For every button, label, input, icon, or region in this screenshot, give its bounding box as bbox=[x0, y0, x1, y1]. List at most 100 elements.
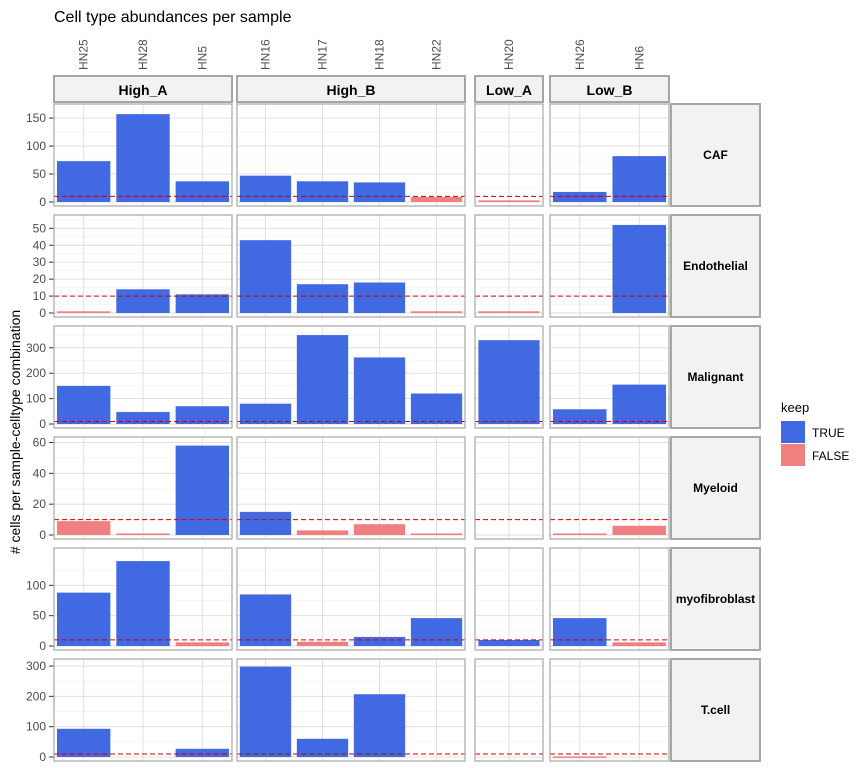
y-tick-Endothelial-50: 50 bbox=[33, 221, 47, 235]
strip-label-Malignant: Malignant bbox=[688, 370, 744, 384]
bar-myofibroblast-HN16 bbox=[239, 594, 292, 646]
strip-T.cell bbox=[670, 658, 761, 762]
bar-myofibroblast-HN18 bbox=[353, 636, 406, 646]
bar-Myeloid-HN18 bbox=[353, 524, 406, 535]
y-tick-T.cell-0: 0 bbox=[39, 750, 46, 764]
bar-CAF-HN28 bbox=[116, 114, 170, 202]
y-tick-myofibroblast-0: 0 bbox=[39, 639, 46, 653]
bar-Myeloid-HN6 bbox=[612, 525, 667, 535]
panel-bg bbox=[550, 659, 669, 761]
bar-Endothelial-HN6 bbox=[612, 224, 667, 313]
bar-myofibroblast-HN20 bbox=[478, 639, 540, 646]
strip-label-T.cell: T.cell bbox=[701, 703, 730, 717]
strip-label-Low_B: Low_B bbox=[587, 82, 633, 98]
bar-CAF-HN25 bbox=[56, 161, 111, 202]
legend-swatch-true bbox=[781, 421, 805, 443]
y-tick-Endothelial-10: 10 bbox=[33, 289, 47, 303]
y-tick-Myeloid-20: 20 bbox=[33, 497, 47, 511]
x-tick-HN25: HN25 bbox=[77, 39, 91, 70]
panel-border-Malignant-High_B bbox=[236, 325, 466, 429]
x-tick-HN28: HN28 bbox=[136, 39, 150, 70]
y-tick-Myeloid-0: 0 bbox=[39, 528, 46, 542]
y-tick-Malignant-200: 200 bbox=[26, 366, 46, 380]
strip-CAF bbox=[670, 103, 761, 207]
bar-myofibroblast-HN28 bbox=[116, 561, 170, 646]
y-tick-Malignant-300: 300 bbox=[26, 341, 46, 355]
bar-Myeloid-HN26 bbox=[552, 533, 607, 535]
panel-border-T.cell-Low_B bbox=[549, 658, 670, 762]
bar-T.cell-HN16 bbox=[239, 666, 292, 757]
bar-Endothelial-HN18 bbox=[353, 282, 406, 313]
panel-border-Endothelial-High_A bbox=[53, 214, 233, 318]
strip-label-Endothelial: Endothelial bbox=[683, 259, 748, 273]
bar-CAF-HN26 bbox=[552, 191, 607, 202]
panel-bg bbox=[550, 437, 669, 539]
y-tick-Endothelial-30: 30 bbox=[33, 255, 47, 269]
legend-swatch-false bbox=[781, 444, 805, 466]
y-tick-T.cell-300: 300 bbox=[26, 659, 46, 673]
panel-border-T.cell-High_B bbox=[236, 658, 466, 762]
y-tick-Malignant-0: 0 bbox=[39, 417, 46, 431]
strip-label-High_A: High_A bbox=[119, 82, 168, 98]
y-tick-myofibroblast-50: 50 bbox=[33, 609, 47, 623]
bar-Malignant-HN6 bbox=[612, 384, 667, 424]
panel-border-myofibroblast-Low_B bbox=[549, 547, 670, 651]
bar-CAF-HN5 bbox=[175, 181, 230, 202]
bar-Malignant-HN26 bbox=[552, 409, 607, 424]
bar-Myeloid-HN16 bbox=[239, 511, 292, 535]
chart-title: Cell type abundances per sample bbox=[54, 9, 292, 26]
y-tick-CAF-50: 50 bbox=[33, 167, 47, 181]
panel-border-T.cell-Low_A bbox=[474, 658, 544, 762]
bar-Myeloid-HN28 bbox=[116, 533, 170, 535]
panel-border-myofibroblast-High_B bbox=[236, 547, 466, 651]
bar-Endothelial-HN5 bbox=[175, 294, 230, 313]
strip-label-myofibroblast: myofibroblast bbox=[676, 592, 755, 606]
panel-border-Malignant-High_A bbox=[53, 325, 233, 429]
bar-CAF-HN20 bbox=[478, 200, 540, 202]
bar-Endothelial-HN22 bbox=[410, 311, 463, 313]
bar-Malignant-HN22 bbox=[410, 393, 463, 424]
y-tick-Endothelial-20: 20 bbox=[33, 272, 47, 286]
bar-Myeloid-HN17 bbox=[296, 530, 349, 535]
x-tick-HN16: HN16 bbox=[259, 39, 273, 70]
y-tick-T.cell-200: 200 bbox=[26, 689, 46, 703]
panel-border-Endothelial-Low_B bbox=[549, 214, 670, 318]
legend: keep TRUE FALSE bbox=[781, 400, 849, 466]
bar-Malignant-HN18 bbox=[353, 357, 406, 424]
y-tick-CAF-0: 0 bbox=[39, 195, 46, 209]
bar-CAF-HN16 bbox=[239, 175, 292, 202]
bar-myofibroblast-HN25 bbox=[56, 592, 111, 646]
bar-Endothelial-HN25 bbox=[56, 311, 111, 313]
y-tick-Myeloid-60: 60 bbox=[33, 436, 47, 450]
bar-Malignant-HN25 bbox=[56, 385, 111, 424]
bar-myofibroblast-HN6 bbox=[612, 642, 667, 646]
panel-border-Myeloid-Low_B bbox=[549, 436, 670, 540]
bar-Malignant-HN5 bbox=[175, 406, 230, 424]
bar-Endothelial-HN16 bbox=[239, 240, 292, 313]
strip-Low_A bbox=[474, 75, 544, 103]
bar-myofibroblast-HN22 bbox=[410, 618, 463, 646]
y-tick-CAF-150: 150 bbox=[26, 111, 46, 125]
strip-label-High_B: High_B bbox=[327, 82, 376, 98]
strip-High_A bbox=[53, 75, 233, 103]
strip-Myeloid bbox=[670, 436, 761, 540]
bar-T.cell-HN25 bbox=[56, 728, 111, 757]
x-tick-HN22: HN22 bbox=[430, 39, 444, 70]
bar-Malignant-HN28 bbox=[116, 412, 170, 424]
legend-label-false: FALSE bbox=[812, 449, 849, 463]
y-axis-label: # cells per sample-celltype combination bbox=[7, 310, 23, 554]
bar-T.cell-HN26 bbox=[552, 756, 607, 758]
y-tick-Myeloid-40: 40 bbox=[33, 466, 47, 480]
bar-T.cell-HN5 bbox=[175, 748, 230, 757]
panel-border-CAF-Low_B bbox=[549, 103, 670, 207]
bar-myofibroblast-HN17 bbox=[296, 641, 349, 646]
x-tick-HN18: HN18 bbox=[373, 39, 387, 70]
panel-border-CAF-High_A bbox=[53, 103, 233, 207]
strip-label-CAF: CAF bbox=[703, 148, 728, 162]
bar-Malignant-HN17 bbox=[296, 335, 349, 424]
x-tick-HN6: HN6 bbox=[632, 46, 646, 70]
strip-myofibroblast bbox=[670, 547, 761, 651]
bar-T.cell-HN18 bbox=[353, 694, 406, 757]
y-tick-Malignant-100: 100 bbox=[26, 392, 46, 406]
bar-Myeloid-HN5 bbox=[175, 445, 230, 535]
